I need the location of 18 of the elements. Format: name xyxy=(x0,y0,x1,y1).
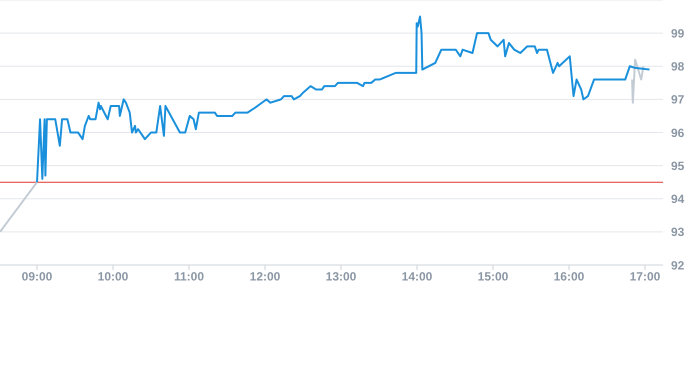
x-tick-label: 15:00 xyxy=(478,270,509,284)
y-tick-label: 93 xyxy=(671,225,685,240)
x-tick-label: 13:00 xyxy=(326,270,357,284)
x-tick-label: 16:00 xyxy=(554,270,585,284)
y-tick-label: 96 xyxy=(671,126,685,140)
y-tick-label: 92 xyxy=(671,258,685,272)
y-tick-label: 98 xyxy=(671,60,685,74)
x-tick-label: 17:00 xyxy=(630,270,661,284)
x-tick-label: 09:00 xyxy=(22,270,53,284)
y-tick-label: 95 xyxy=(671,158,685,173)
line-series xyxy=(36,16,651,184)
x-tick-label: 10:00 xyxy=(98,270,129,284)
x-tick-label: 12:00 xyxy=(250,270,281,284)
y-tick-label: 99 xyxy=(671,26,685,40)
x-tick-label: 11:00 xyxy=(174,270,204,284)
y-tick-label: 97 xyxy=(671,92,685,107)
x-tick-label: 14:00 xyxy=(402,270,433,284)
y-tick-label: 94 xyxy=(671,192,685,206)
